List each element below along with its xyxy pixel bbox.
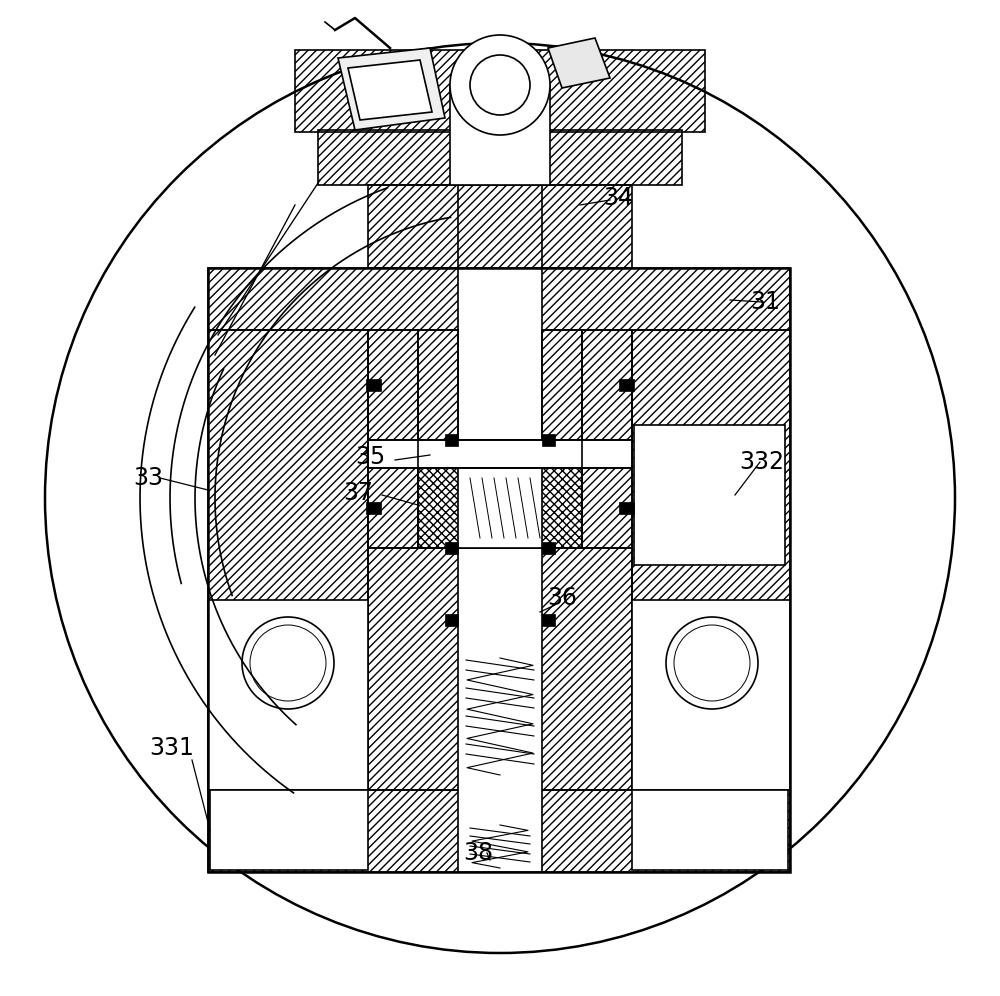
Polygon shape [450, 85, 550, 185]
Polygon shape [619, 502, 634, 514]
Polygon shape [548, 38, 610, 88]
Text: 31: 31 [750, 290, 780, 314]
Polygon shape [632, 790, 788, 870]
Polygon shape [634, 425, 785, 565]
Circle shape [470, 55, 530, 115]
Polygon shape [210, 790, 368, 870]
Polygon shape [542, 542, 555, 554]
Polygon shape [338, 48, 445, 130]
Polygon shape [632, 600, 790, 790]
Text: 36: 36 [547, 586, 577, 610]
Polygon shape [458, 468, 542, 548]
Polygon shape [458, 185, 542, 440]
Text: 331: 331 [150, 736, 194, 760]
Polygon shape [445, 542, 458, 554]
Text: 35: 35 [355, 445, 385, 469]
Text: 37: 37 [343, 481, 373, 505]
Polygon shape [348, 60, 432, 120]
Polygon shape [366, 502, 381, 514]
Circle shape [666, 617, 758, 709]
Circle shape [450, 35, 550, 135]
Polygon shape [445, 614, 458, 626]
Text: 332: 332 [740, 450, 784, 474]
Polygon shape [542, 434, 555, 446]
Text: 38: 38 [463, 841, 493, 865]
Polygon shape [366, 379, 381, 391]
Polygon shape [208, 600, 368, 790]
Text: 34: 34 [603, 186, 633, 210]
Text: 33: 33 [133, 466, 163, 490]
Polygon shape [458, 468, 542, 872]
Polygon shape [368, 440, 632, 468]
Polygon shape [542, 614, 555, 626]
Polygon shape [619, 379, 634, 391]
Circle shape [242, 617, 334, 709]
Polygon shape [445, 434, 458, 446]
Polygon shape [418, 468, 582, 548]
